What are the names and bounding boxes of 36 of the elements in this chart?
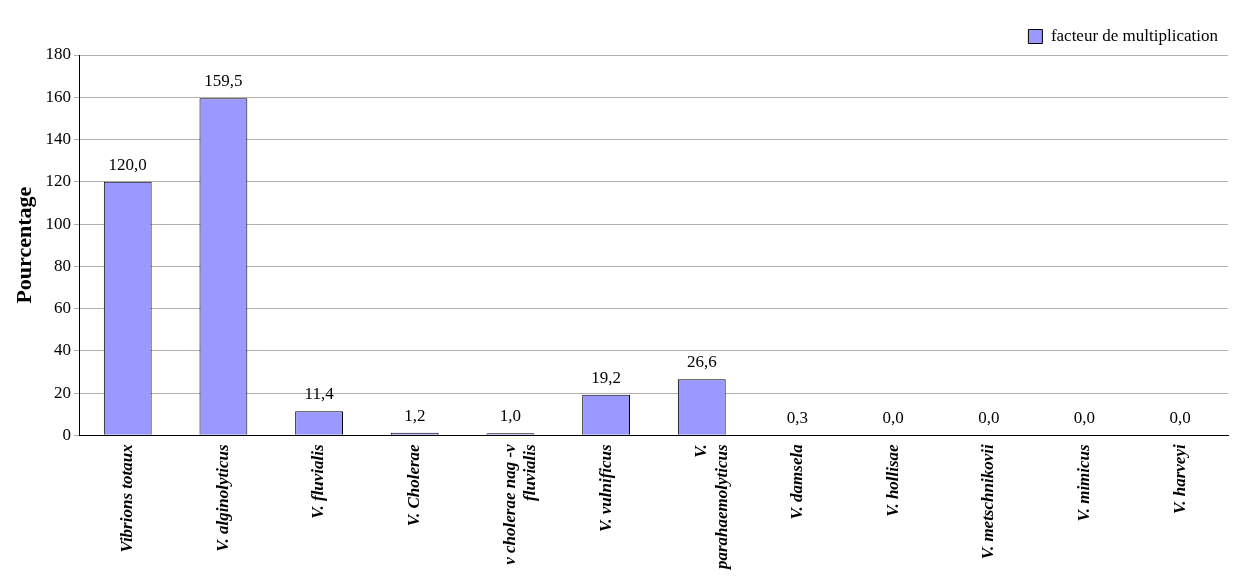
data-label: 1,2 [404, 405, 426, 425]
x-tick-label: V. mimicus [1073, 443, 1093, 522]
y-tick-label: 40 [53, 340, 71, 360]
x-tick-label: V. alginolyticus [212, 443, 232, 552]
data-label: 0,0 [882, 408, 904, 428]
data-label: 0,0 [978, 408, 1000, 428]
y-tick-label: 180 [45, 44, 71, 64]
data-label: 26,6 [686, 352, 717, 372]
x-tick-label: V. hollisae [882, 443, 902, 517]
data-label: 19,2 [591, 367, 621, 387]
x-tick-label: V. damsela [786, 443, 806, 520]
x-tick-label: V. parahaemolyticus [691, 443, 731, 571]
y-tick-label: 0 [62, 424, 71, 444]
data-label: 0,3 [786, 407, 809, 427]
data-label: 159,5 [204, 71, 243, 91]
y-tick-label: 100 [45, 213, 71, 233]
data-label: 0,0 [1169, 408, 1191, 428]
x-tick-label: v cholerae nag -v fluvialis [499, 443, 540, 565]
y-tick-label: 160 [45, 86, 71, 106]
y-tick-label: 60 [53, 298, 71, 318]
x-tick-label: V. Cholerae [404, 443, 424, 527]
x-tick-label: V. vulnificus [595, 443, 615, 532]
x-tick-label: Vibrions totaux [117, 443, 137, 553]
data-label: 11,4 [304, 384, 335, 404]
y-tick-label: 80 [53, 255, 71, 275]
legend-label: facteur de multiplication [1050, 25, 1219, 45]
y-axis-title: Pourcentage [10, 186, 36, 304]
y-tick-label: 120 [45, 171, 71, 191]
y-tick-label: 20 [53, 382, 71, 402]
y-tick-label: 140 [45, 128, 71, 148]
data-label: 1,0 [499, 406, 522, 426]
x-tick-label: V. harveyi [1169, 444, 1189, 514]
data-label: 0,0 [1073, 408, 1096, 428]
x-tick-label: V. fluvialis [308, 443, 328, 519]
data-label: 120,0 [108, 154, 147, 174]
x-tick-label: V. metschnikovii [978, 444, 998, 560]
